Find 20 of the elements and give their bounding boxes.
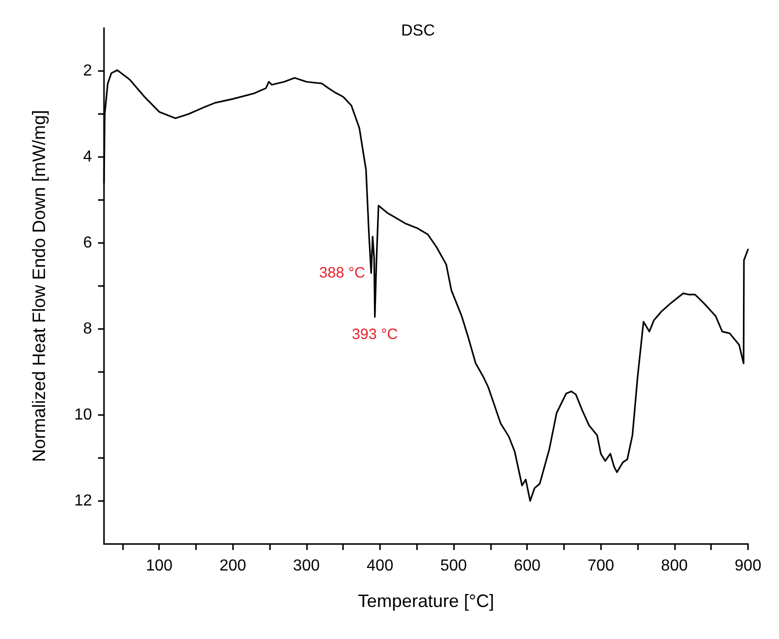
y-axis-title: Normalized Heat Flow Endo Down [mW/mg] [29,110,49,462]
x-tick-label: 900 [734,558,762,574]
y-tick-label: 6 [83,234,92,252]
chart-title: DSC [401,22,435,40]
y-tick-label: 4 [83,148,92,166]
x-tick-label: 100 [146,558,173,574]
annotation: 393 °C [352,326,398,343]
x-axis-title: Temperature [°C] [358,591,494,611]
annotation: 388 °C [319,264,366,282]
x-tick-label: 500 [440,558,468,574]
x-tick-label: 400 [366,558,394,574]
y-tick-label: 2 [83,62,92,80]
x-tick-label: 800 [661,558,688,574]
y-tick-label: 8 [83,320,92,338]
y-tick-label: 10 [74,406,92,424]
x-tick-label: 700 [587,558,614,574]
x-tick-label: 600 [514,558,541,574]
y-tick-label: 12 [74,492,92,510]
x-tick-label: 300 [293,558,320,574]
x-tick-label: 200 [219,558,246,574]
